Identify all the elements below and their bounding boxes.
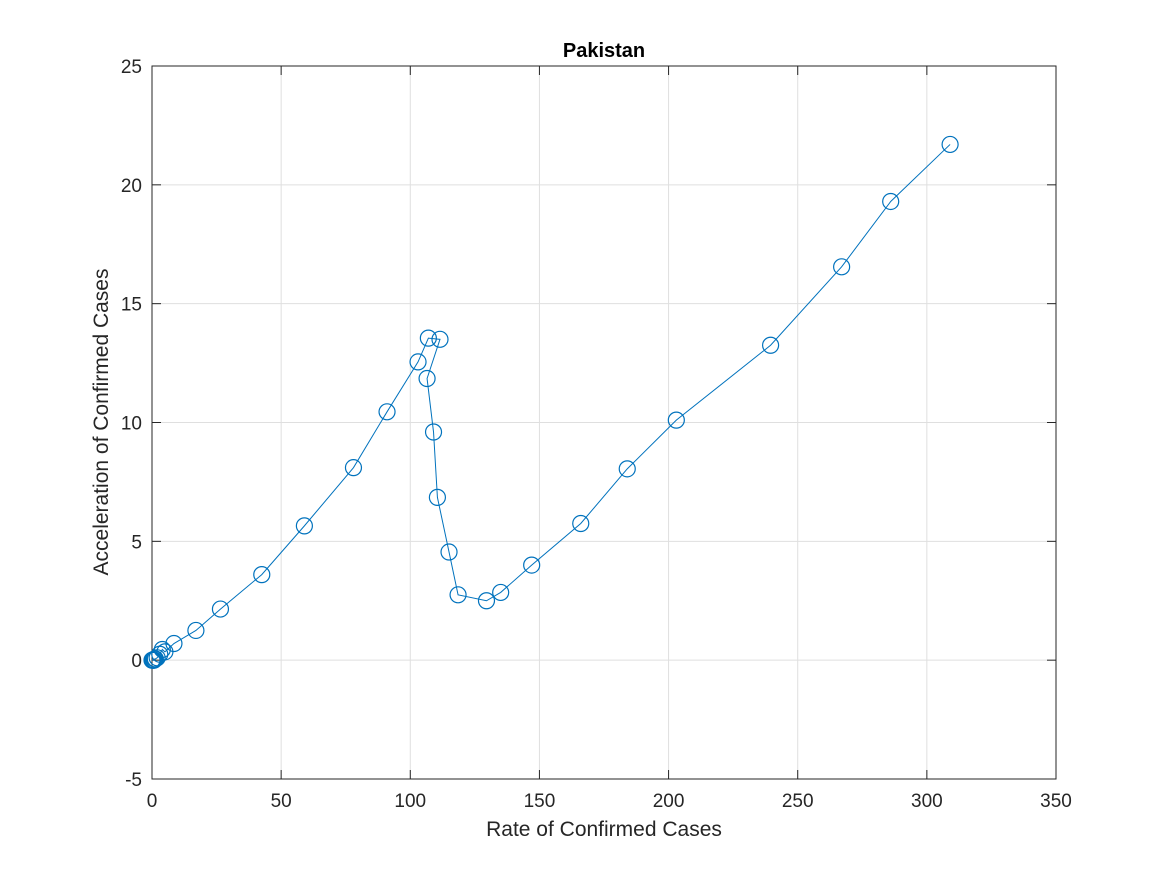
chart-title: Pakistan <box>563 40 645 62</box>
data-point-marker <box>253 566 271 584</box>
x-tick-label: 200 <box>653 791 685 812</box>
data-point-marker <box>409 353 427 371</box>
x-tick-label: 300 <box>911 791 943 812</box>
x-tick-labels: 0 50 100 150 200 250 300 350 <box>147 791 1072 812</box>
x-tick-label: 100 <box>394 791 426 812</box>
series-line <box>152 144 951 661</box>
y-tick-label: 10 <box>121 414 142 435</box>
x-tick-label: 50 <box>271 791 292 812</box>
data-point-marker <box>419 329 437 347</box>
data-series <box>143 135 959 669</box>
x-tick-label: 250 <box>782 791 814 812</box>
data-point-marker <box>449 586 467 604</box>
y-tick-label: 20 <box>121 176 142 197</box>
data-point-marker <box>187 621 205 640</box>
data-point-marker <box>146 650 164 668</box>
x-tick-label: 0 <box>147 791 158 812</box>
data-point-marker <box>378 403 396 421</box>
data-point-marker <box>344 459 363 477</box>
data-point-marker <box>418 369 436 388</box>
x-axis-label: Rate of Confirmed Cases <box>486 818 722 841</box>
data-point-marker <box>523 556 541 574</box>
data-point-marker <box>492 583 510 602</box>
data-point-marker <box>165 634 183 653</box>
y-axis-label: Acceleration of Confirmed Cases <box>90 269 113 576</box>
data-point-marker <box>295 517 313 535</box>
data-point-marker <box>882 192 900 211</box>
y-tick-label: -5 <box>125 770 142 791</box>
x-tick-label: 150 <box>524 791 556 812</box>
data-point-marker <box>761 336 780 354</box>
data-point-marker <box>572 514 590 533</box>
data-point-marker <box>428 488 447 506</box>
axis-ticks <box>151 65 1057 780</box>
data-point-marker <box>667 411 685 429</box>
y-tick-label: 5 <box>131 532 142 553</box>
y-tick-label: 15 <box>121 295 142 316</box>
data-point-marker <box>424 423 443 441</box>
data-point-marker <box>211 600 230 618</box>
y-tick-label: 0 <box>131 651 142 672</box>
y-tick-label: 25 <box>121 57 142 78</box>
data-point-marker <box>618 460 636 478</box>
data-point-marker <box>941 135 959 154</box>
data-point-marker <box>431 330 449 348</box>
y-tick-labels: -5 0 5 10 15 20 25 <box>121 57 142 791</box>
data-point-marker <box>440 543 458 561</box>
x-tick-label: 350 <box>1040 791 1072 812</box>
data-point-marker <box>477 592 496 610</box>
data-point-marker <box>833 258 851 276</box>
data-point-marker <box>153 640 171 659</box>
